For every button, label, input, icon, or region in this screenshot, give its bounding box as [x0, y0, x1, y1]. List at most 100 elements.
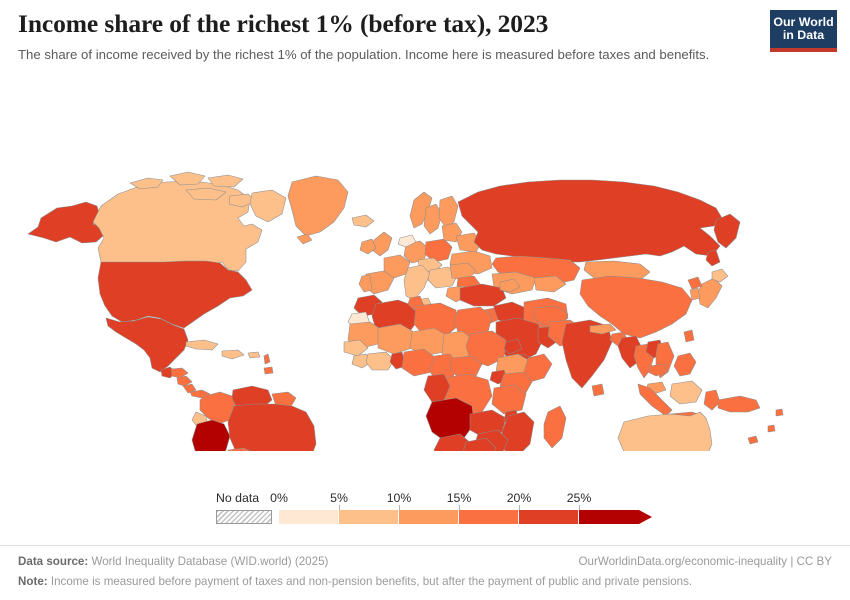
country-greenland[interactable]	[287, 176, 349, 237]
legend-bin-5[interactable]	[579, 510, 639, 525]
footer-source-label: Data source:	[18, 555, 89, 569]
footer-note-text: Income is measured before payment of tax…	[50, 575, 693, 589]
legend-tick-mark-1	[339, 505, 340, 511]
country-puerto-rico[interactable]	[247, 352, 261, 359]
country-cote-divoire-ghana[interactable]	[365, 352, 395, 371]
country-lesser-antilles[interactable]	[263, 354, 271, 365]
country-turkey[interactable]	[459, 284, 507, 307]
country-philippines[interactable]	[673, 353, 697, 377]
legend-bin-4[interactable]	[519, 510, 579, 525]
owid-logo-line2: in Data	[782, 28, 825, 42]
country-mexico[interactable]	[105, 317, 189, 373]
country-sudan[interactable]	[465, 331, 507, 367]
country-china[interactable]	[579, 276, 693, 339]
country-canada-baffin[interactable]	[249, 190, 287, 223]
country-eritrea[interactable]	[503, 339, 523, 355]
country-central-african-republic[interactable]	[449, 356, 483, 379]
country-india[interactable]	[561, 320, 613, 389]
country-colombia[interactable]	[199, 392, 237, 425]
country-russia-sakhalin[interactable]	[705, 250, 721, 267]
country-japan-north[interactable]	[711, 269, 729, 283]
country-haiti-dominican[interactable]	[221, 350, 245, 360]
country-bolivia[interactable]	[226, 448, 258, 452]
country-borneo[interactable]	[669, 381, 703, 405]
legend-bin-3[interactable]	[459, 510, 519, 525]
country-canada-arctic-1[interactable]	[129, 178, 164, 190]
country-brazil[interactable]	[227, 404, 317, 452]
country-united-states-alaska[interactable]	[27, 202, 104, 244]
country-namibia[interactable]	[433, 434, 473, 452]
country-switzerland-italy[interactable]	[403, 265, 431, 301]
country-denmark-benelux[interactable]	[397, 235, 417, 248]
country-angola[interactable]	[425, 398, 475, 443]
country-canada-arctic-2[interactable]	[169, 172, 206, 186]
country-south-korea[interactable]	[689, 288, 701, 301]
legend-tick-mark-5	[579, 505, 580, 511]
country-portugal[interactable]	[358, 275, 373, 293]
country-kyrgyzstan-tajikistan[interactable]	[533, 276, 567, 293]
legend-bin-1[interactable]	[339, 510, 399, 525]
legend-bin-2[interactable]	[399, 510, 459, 525]
country-cuba[interactable]	[185, 340, 219, 351]
map-countries-group	[27, 172, 784, 452]
country-finland[interactable]	[438, 196, 459, 229]
country-pacific-islets[interactable]	[775, 409, 784, 417]
country-sumatra[interactable]	[637, 384, 673, 417]
footer-source: Data source: World Inequality Database (…	[18, 553, 328, 572]
footer-note-row: Note: Income is measured before payment …	[18, 573, 832, 592]
country-togo-benin[interactable]	[389, 352, 407, 370]
country-north-korea[interactable]	[687, 277, 703, 290]
country-united-states[interactable]	[97, 261, 253, 329]
country-taiwan[interactable]	[683, 330, 695, 343]
chart-subtitle: The share of income received by the rich…	[18, 46, 710, 62]
country-peru[interactable]	[191, 420, 231, 452]
country-new-caledonia[interactable]	[747, 436, 759, 445]
country-cambodia[interactable]	[647, 364, 669, 377]
legend-tick-label-5: 25%	[566, 491, 592, 506]
country-botswana[interactable]	[462, 438, 497, 452]
country-canada-arctic-3[interactable]	[207, 175, 244, 188]
country-canada[interactable]	[92, 181, 263, 275]
country-iceland[interactable]	[351, 215, 375, 228]
country-russia-kamchatka[interactable]	[713, 214, 741, 249]
country-honduras[interactable]	[170, 368, 189, 379]
country-hungary-balkans[interactable]	[427, 267, 459, 289]
country-greenland-islet[interactable]	[296, 234, 313, 245]
country-madagascar[interactable]	[543, 406, 567, 449]
country-sri-lanka[interactable]	[591, 384, 605, 397]
country-trinidad[interactable]	[263, 367, 274, 375]
country-nicaragua[interactable]	[176, 376, 193, 387]
country-sweden[interactable]	[423, 204, 443, 235]
legend-open-ended-arrow	[639, 510, 652, 525]
legend-inner: No data 0% 5% 10% 15% 20% 25%	[0, 491, 850, 539]
country-senegal-guinea[interactable]	[343, 340, 369, 357]
country-australia[interactable]	[617, 412, 713, 452]
world-map-container[interactable]: No data 0% 5% 10% 15% 20% 25%	[0, 66, 850, 545]
country-libya[interactable]	[413, 303, 459, 337]
owid-logo-line1: Our World	[773, 14, 834, 29]
country-costa-rica[interactable]	[182, 384, 197, 394]
country-japan[interactable]	[697, 278, 723, 309]
country-canada-arctic-5[interactable]	[228, 194, 257, 208]
country-sulawesi[interactable]	[703, 390, 721, 411]
map-legend: No data 0% 5% 10% 15% 20% 25%	[0, 491, 850, 539]
world-map-svg[interactable]	[0, 66, 850, 452]
legend-tick-mark-2	[399, 505, 400, 511]
country-ireland[interactable]	[359, 239, 377, 255]
country-romania[interactable]	[449, 263, 477, 281]
owid-logo[interactable]: Our World in Data	[770, 10, 837, 52]
legend-tick-label-1: 5%	[330, 491, 348, 506]
footer-attribution[interactable]: OurWorldinData.org/economic-inequality |…	[578, 555, 832, 569]
legend-bin-0[interactable]	[279, 510, 339, 525]
country-papua-new-guinea[interactable]	[717, 396, 761, 413]
country-russia[interactable]	[457, 180, 723, 263]
legend-color-ramp[interactable]	[279, 510, 639, 525]
country-nepal-bhutan[interactable]	[589, 324, 617, 335]
country-fiji[interactable]	[767, 425, 776, 433]
country-tanzania[interactable]	[491, 385, 527, 415]
country-canada-arctic-4[interactable]	[185, 188, 227, 201]
country-georgia-caucasus[interactable]	[499, 279, 521, 293]
country-united-kingdom[interactable]	[371, 232, 393, 257]
legend-no-data-swatch[interactable]	[216, 510, 272, 525]
